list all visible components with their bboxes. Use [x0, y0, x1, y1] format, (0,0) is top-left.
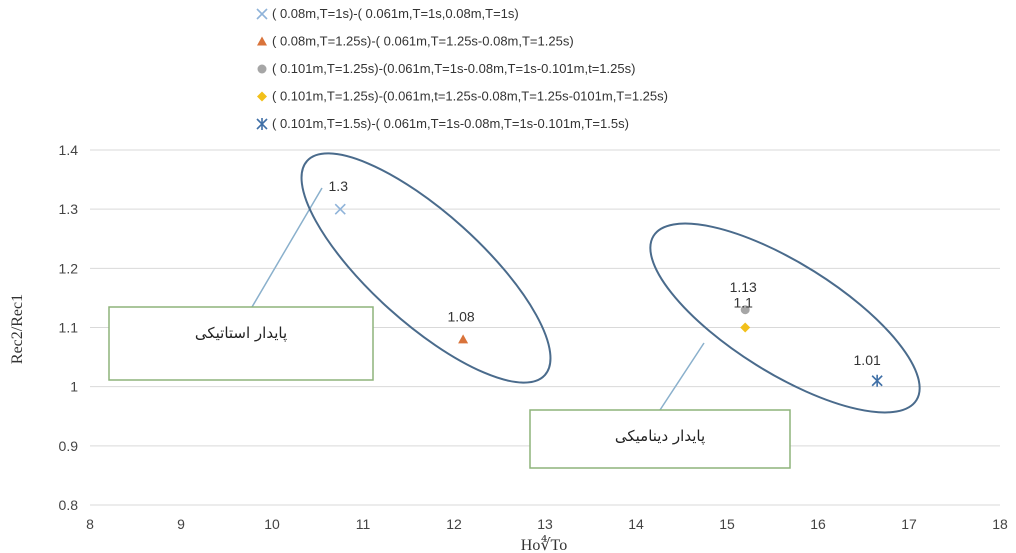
x-tick-label: 10 [264, 516, 280, 532]
x-tick-label: 16 [810, 516, 826, 532]
callout-static-ellipse [300, 152, 552, 384]
legend-entry: ( 0.08m,T=1s)-( 0.061m,T=1s,0.08m,T=1s) [272, 6, 519, 21]
legend-marker [256, 8, 268, 20]
x-tick-label: 12 [446, 516, 462, 532]
legend-entry: ( 0.101m,T=1.25s)-(0.061m,T=1s-0.08m,T=1… [272, 61, 635, 76]
legend-marker [256, 118, 268, 130]
legend-marker [257, 64, 267, 74]
data-label: 1.08 [447, 308, 474, 324]
x-tick-label: 18 [992, 516, 1008, 532]
data-label: 1.13 [730, 279, 757, 295]
y-tick-label: 1.4 [59, 142, 79, 158]
data-label: 1.3 [329, 178, 349, 194]
callout-static-box [108, 306, 374, 381]
x-tick-label: 17 [901, 516, 917, 532]
callout-static-stable: پایدار استاتیکی [108, 152, 552, 384]
gridlines [90, 149, 1000, 506]
y-tick-label: 1.3 [59, 201, 79, 217]
callout-dynamic-stable: پایدار دینامیکی [529, 222, 921, 469]
data-point [458, 334, 469, 344]
y-tick-label: 1.1 [59, 320, 79, 336]
callout-static-text: پایدار استاتیکی [195, 324, 287, 343]
data-points: 1.3 1.08 1.131.1 1.01 [329, 178, 883, 387]
data-label: 1.1 [733, 295, 753, 311]
x-tick-label: 9 [177, 516, 185, 532]
y-tick-label: 0.9 [59, 438, 79, 454]
legend-entry: ( 0.101m,T=1.5s)-( 0.061m,T=1s-0.08m,T=1… [272, 116, 629, 131]
x-tick-label: 15 [719, 516, 735, 532]
y-tick-label: 1 [70, 379, 78, 395]
callout-dynamic-box [529, 409, 791, 469]
y-tick-label: 0.8 [59, 497, 79, 513]
callout-dynamic-text: پایدار دینامیکی [615, 427, 705, 446]
callout-static-leader [251, 187, 323, 308]
data-point [334, 203, 346, 215]
legend-marker [257, 36, 267, 46]
legend: ( 0.08m,T=1s)-( 0.061m,T=1s,0.08m,T=1s) (… [256, 6, 668, 131]
legend-entry: ( 0.08m,T=1.25s)-( 0.061m,T=1.25s-0.08m,… [272, 34, 574, 49]
callout-dynamic-ellipse [649, 222, 921, 414]
tick-labels: 0.8 0.9 1 1.1 1.2 1.3 1.4 8 9 10 11 12 13 14 15 16 17 18 [59, 142, 1008, 532]
data-point [740, 322, 751, 333]
data-point [871, 374, 883, 387]
x-tick-label: 13 [537, 516, 553, 532]
legend-entry: ( 0.101m,T=1.25s)-(0.061m,t=1.25s-0.08m,… [272, 89, 668, 104]
callout-dynamic-leader [659, 342, 705, 411]
data-point [740, 305, 750, 315]
legend-marker [257, 91, 267, 102]
x-axis-title: Ho∜To [521, 535, 567, 553]
y-axis-title: Rec2/Rec1 [9, 294, 26, 364]
x-tick-label: 8 [86, 516, 94, 532]
x-tick-label: 11 [356, 516, 371, 532]
data-label: 1.01 [854, 352, 881, 368]
x-tick-label: 14 [628, 516, 644, 532]
y-tick-label: 1.2 [59, 260, 79, 276]
